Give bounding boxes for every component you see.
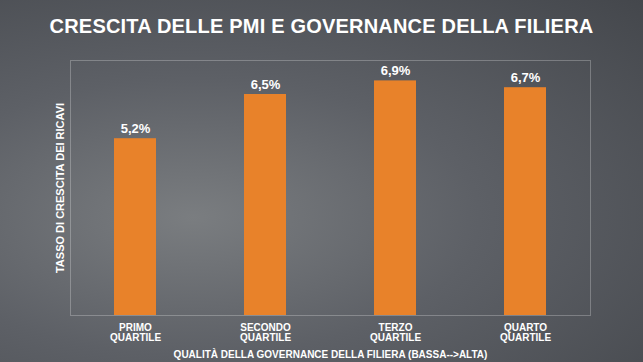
svg-text:SECONDOQUARTILE: SECONDOQUARTILE xyxy=(240,322,291,343)
svg-text:6,9%: 6,9% xyxy=(381,63,411,78)
svg-text:6,7%: 6,7% xyxy=(511,70,541,85)
svg-text:6,5%: 6,5% xyxy=(251,77,281,92)
svg-text:TASSO DI CRESCITA DEI RICAVI: TASSO DI CRESCITA DEI RICAVI xyxy=(54,103,66,273)
svg-text:TERZOQUARTILE: TERZOQUARTILE xyxy=(370,322,421,343)
html-text:CRESCITA DELLE PMI E GOVERNANC: CRESCITA DELLE PMI E GOVERNANCE DELLA FI… xyxy=(49,15,594,37)
svg-text:PRIMOQUARTILE: PRIMOQUARTILE xyxy=(110,322,161,343)
svg-text:5,2%: 5,2% xyxy=(121,121,151,136)
svg-text:QUALITÀ DELLA GOVERNANCE DELLA: QUALITÀ DELLA GOVERNANCE DELLA FILIERA (… xyxy=(174,348,488,360)
svg-text:QUARTOQUARTILE: QUARTOQUARTILE xyxy=(500,322,551,343)
